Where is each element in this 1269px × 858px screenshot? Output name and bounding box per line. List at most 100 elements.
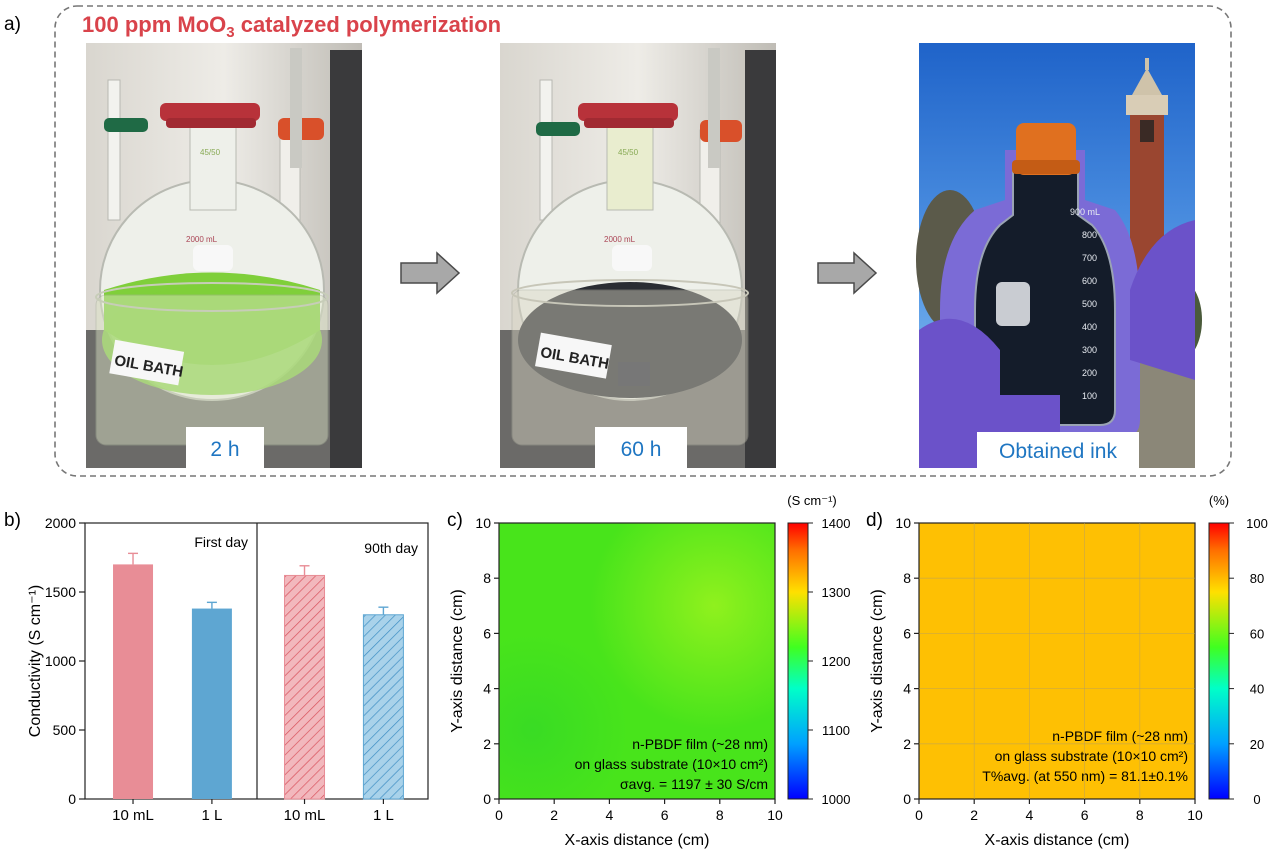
x-tick-label: 10 [1187, 807, 1203, 823]
flask-joint-mark-2: 45/50 [618, 148, 639, 157]
panel-a-label: a) [4, 14, 21, 35]
colorbar-tick-label: 1000 [822, 792, 851, 807]
y-tick-label: 4 [903, 681, 911, 697]
y-tick-label: 2000 [45, 515, 76, 531]
x-tick-label: 0 [495, 807, 503, 823]
photo-60h: OIL BATH 45/50 2000 mL 60 h [500, 43, 776, 468]
conductivity-bar-chart: First day 90th day Conductivity (S cm⁻¹)… [27, 515, 429, 824]
heatmap-shade [499, 523, 775, 799]
bottle-tick: 100 [1082, 391, 1097, 401]
colorbar [1208, 522, 1230, 800]
plot-frame [918, 522, 1196, 800]
colorbar-tick-label: 100 [1246, 516, 1268, 531]
colorbar-title: (%) [1209, 493, 1229, 508]
bottle-tick: 400 [1082, 322, 1097, 332]
colorbar-tick-label: 80 [1250, 571, 1264, 586]
bar [362, 614, 404, 800]
x-axis-label: X-axis distance (cm) [985, 832, 1130, 849]
annotation-line-1: n-PBDF film (~28 nm) [632, 736, 768, 752]
x-tick-label: 6 [661, 807, 669, 823]
x-tick-label: 1 L [373, 807, 394, 824]
heatmap-field [919, 523, 1195, 799]
right-arrow-icon [817, 251, 878, 295]
x-axis-label: X-axis distance (cm) [565, 832, 710, 849]
panel-a-dashed-border [54, 5, 1232, 477]
y-tick-label: 8 [483, 570, 491, 586]
x-tick-label: 6 [1081, 807, 1089, 823]
y-tick-label: 6 [483, 625, 491, 641]
y-tick-label: 4 [483, 681, 491, 697]
colorbar-title: (S cm⁻¹) [787, 493, 836, 508]
y-tick-label: 500 [53, 722, 77, 738]
colorbar-tick-label: 1200 [822, 654, 851, 669]
x-tick-label: 4 [1026, 807, 1034, 823]
x-tick-label: 10 [767, 807, 783, 823]
colorbar [787, 522, 809, 800]
y-tick-label: 0 [68, 791, 76, 807]
transmittance-heatmap: X-axis distance (cm) Y-axis distance (cm… [869, 493, 1268, 849]
bottle-tick: 900 mL [1070, 207, 1100, 217]
flask-joint-mark-1: 45/50 [200, 148, 221, 157]
y-tick-label: 8 [903, 570, 911, 586]
bar [191, 608, 232, 799]
annotation-line-3: σavg. = 1197 ± 30 S/cm [620, 776, 768, 792]
colorbar-tick-label: 60 [1250, 626, 1264, 641]
photo-caption-2h: 2 h [210, 438, 239, 461]
y-tick-label: 0 [483, 791, 491, 807]
y-axis-label: Y-axis distance (cm) [449, 589, 466, 732]
bottle-tick: 700 [1082, 253, 1097, 263]
bottle-tick: 200 [1082, 368, 1097, 378]
panel-d-label: d) [866, 510, 883, 531]
x-tick-label: 1 L [201, 807, 222, 824]
group-label-first-day: First day [194, 534, 248, 550]
x-tick-label: 0 [915, 807, 923, 823]
photo-caption-obtained-ink: Obtained ink [999, 440, 1117, 463]
bottle-tick: 300 [1082, 345, 1097, 355]
x-tick-label: 2 [970, 807, 978, 823]
panel-a-title: 100 ppm MoO3 catalyzed polymerization [82, 12, 501, 41]
colorbar-tick-label: 20 [1250, 737, 1264, 752]
flask-volume-mark-2: 2000 mL [604, 235, 636, 244]
photo-caption-60h: 60 h [621, 438, 662, 461]
y-tick-label: 10 [895, 515, 911, 531]
annotation-line-2: on glass substrate (10×10 cm²) [995, 748, 1188, 764]
right-arrow-icon [400, 251, 461, 295]
annotation-line-3: T%avg. (at 550 nm) = 81.1±0.1% [982, 768, 1188, 784]
annotation-line-2: on glass substrate (10×10 cm²) [575, 756, 768, 772]
colorbar-tick-label: 1100 [822, 723, 850, 738]
y-tick-label: 1000 [45, 653, 76, 669]
photo-obtained-ink: 900 mL 800 700 600 500 400 300 200 100 O… [916, 43, 1202, 468]
bar [113, 564, 154, 799]
x-tick-label: 2 [550, 807, 558, 823]
y-tick-label: 2 [483, 736, 491, 752]
y-tick-label: 0 [903, 791, 911, 807]
bottle-tick: 800 [1082, 230, 1097, 240]
y-tick-label: 2 [903, 736, 911, 752]
x-tick-label: 10 mL [284, 807, 326, 824]
y-axis-label: Y-axis distance (cm) [869, 589, 886, 732]
panel-b-label: b) [4, 510, 21, 531]
bottle-tick: 500 [1082, 299, 1097, 309]
panel-c-label: c) [447, 510, 463, 531]
x-tick-label: 4 [606, 807, 614, 823]
y-tick-label: 10 [475, 515, 491, 531]
annotation-line-1: n-PBDF film (~28 nm) [1052, 728, 1188, 744]
y-axis-label: Conductivity (S cm⁻¹) [27, 585, 44, 737]
bar [284, 574, 326, 800]
plot-frame [498, 522, 776, 800]
colorbar-tick-label: 1400 [822, 516, 851, 531]
photo-2h: OIL BATH 45/50 2000 mL 2 h [86, 43, 362, 468]
conductivity-heatmap: X-axis distance (cm) Y-axis distance (cm… [449, 493, 850, 849]
y-tick-label: 1500 [45, 584, 76, 600]
bottle-graduations: 900 mL 800 700 600 500 400 300 200 100 [1070, 207, 1100, 401]
colorbar-tick-label: 40 [1250, 682, 1264, 697]
group-label-90th-day: 90th day [364, 540, 418, 556]
colorbar-tick-label: 0 [1253, 792, 1260, 807]
x-tick-label: 10 mL [112, 807, 154, 824]
bottle-tick: 600 [1082, 276, 1097, 286]
colorbar-tick-label: 1300 [822, 585, 851, 600]
y-tick-label: 6 [903, 625, 911, 641]
flask-volume-mark-1: 2000 mL [186, 235, 218, 244]
x-tick-label: 8 [1136, 807, 1144, 823]
